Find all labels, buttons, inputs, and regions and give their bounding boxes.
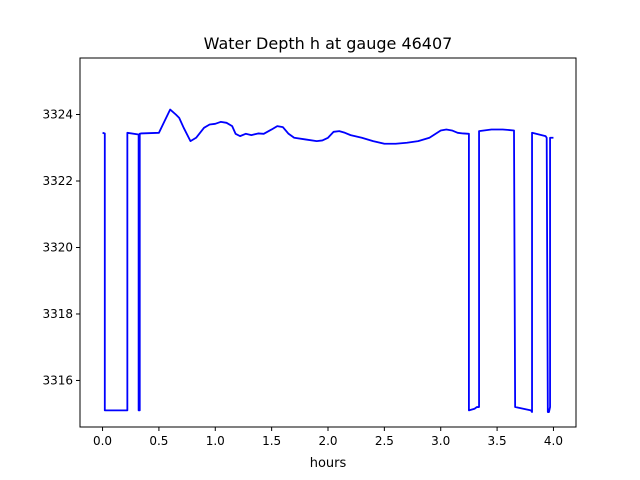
- x-tick-label: 3.0: [431, 434, 450, 448]
- x-tick-label: 3.5: [488, 434, 507, 448]
- y-tick-label: 3316: [42, 373, 73, 387]
- y-tick-label: 3320: [42, 240, 73, 254]
- x-tick-label: 4.0: [544, 434, 563, 448]
- x-axis-label: hours: [310, 456, 347, 471]
- y-tick-label: 3322: [42, 174, 73, 188]
- chart-title: Water Depth h at gauge 46407: [204, 34, 453, 53]
- x-axis-ticks: 0.0 0.5 1.0 1.5 2.0 2.5 3.0 3.5 4.0: [93, 427, 563, 448]
- plot-area: [80, 58, 576, 427]
- x-tick-label: 2.0: [318, 434, 337, 448]
- y-tick-label: 3318: [42, 307, 73, 321]
- series-layer: [102, 108, 554, 413]
- y-tick-label: 3324: [42, 108, 73, 122]
- series-line: [102, 108, 554, 413]
- x-tick-label: 1.5: [262, 434, 281, 448]
- y-axis-ticks: 3316 3318 3320 3322 3324: [42, 108, 80, 387]
- x-tick-label: 0.0: [93, 434, 112, 448]
- x-tick-label: 0.5: [149, 434, 168, 448]
- x-tick-label: 2.5: [375, 434, 394, 448]
- x-tick-label: 1.0: [206, 434, 225, 448]
